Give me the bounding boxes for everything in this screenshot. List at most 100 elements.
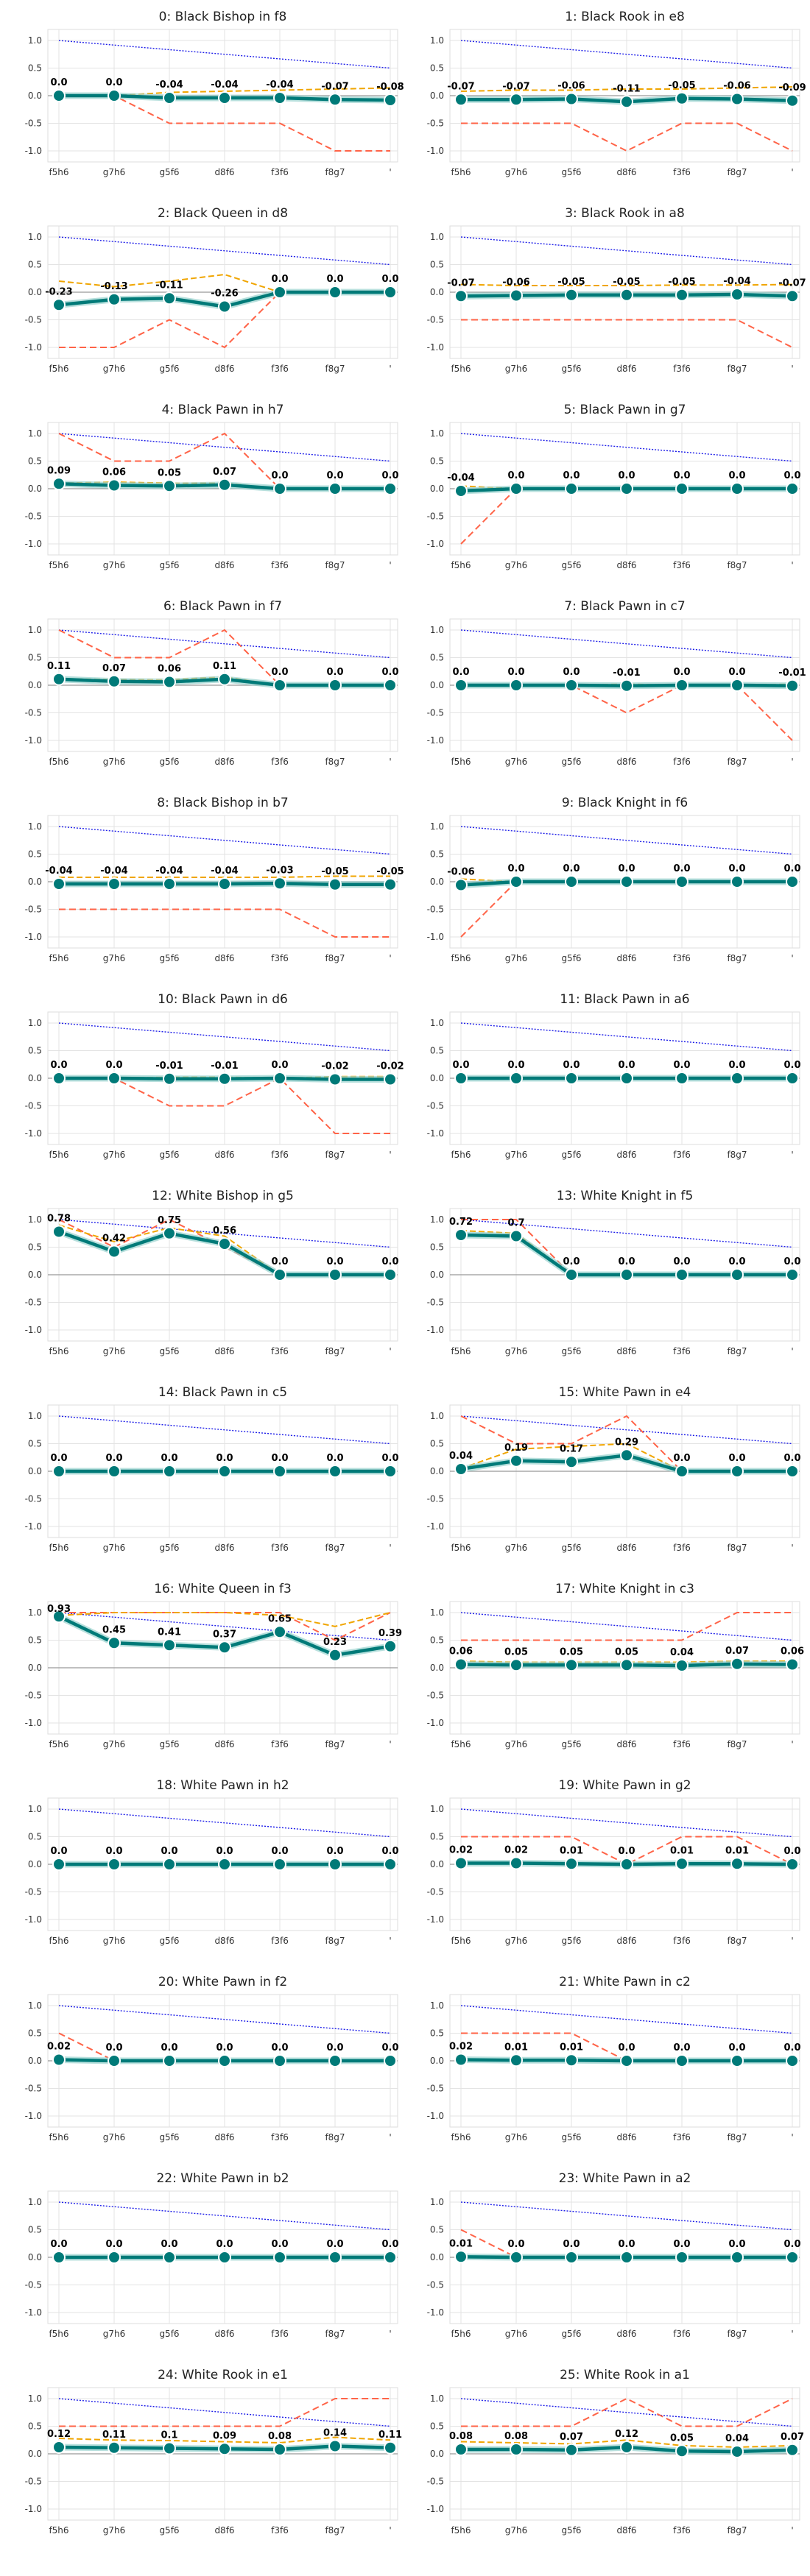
data-point	[108, 292, 121, 306]
data-label: 0.0	[728, 667, 745, 678]
data-label: 0.01	[504, 2042, 528, 2053]
x-tick-label: g7h6	[103, 167, 126, 177]
x-tick-label: f5h6	[49, 757, 68, 767]
data-label: 0.0	[618, 1060, 635, 1071]
y-tick-label: 0.5	[28, 2421, 42, 2432]
x-tick-label: f8g7	[727, 757, 747, 767]
data-point	[108, 1858, 121, 1871]
data-label: 0.1	[161, 2430, 177, 2441]
data-label: 0.37	[213, 1629, 236, 1640]
y-tick-label: 1.0	[430, 35, 444, 46]
data-point	[163, 479, 176, 493]
x-tick-label: f3f6	[673, 953, 691, 963]
data-label: -0.06	[723, 81, 750, 92]
x-tick-label: f5h6	[451, 2132, 471, 2142]
y-tick-label: 0.0	[28, 91, 42, 101]
data-label: 0.05	[670, 2432, 694, 2444]
x-tick-label: f5h6	[451, 364, 471, 374]
y-tick-label: 0.5	[28, 260, 42, 270]
data-point	[273, 482, 286, 495]
y-tick-label: 0.5	[28, 456, 42, 467]
data-point	[273, 1465, 286, 1478]
data-point	[273, 1072, 286, 1085]
data-label: 0.05	[158, 467, 181, 478]
gold-dashed-series	[460, 86, 793, 92]
data-label: 0.0	[326, 1453, 343, 1464]
y-tick-label: 1.0	[430, 625, 444, 635]
x-tick-label: d8f6	[616, 560, 636, 570]
y-tick-label: 1.0	[430, 2000, 444, 2011]
x-tick-label: g7h6	[505, 2132, 528, 2142]
panel-25: 25: White Rook in a1 1.0 0.5 0.0 -0.5 -1.0 f5h…	[427, 2368, 804, 2536]
panel-title: 3: Black Rook in a8	[565, 206, 685, 221]
data-label: 0.0	[618, 863, 635, 874]
reference-diagonal	[58, 826, 391, 855]
data-label: 0.0	[161, 2239, 177, 2250]
data-label: 0.0	[507, 1060, 524, 1071]
x-tick-label: f5h6	[49, 364, 68, 374]
y-tick-label: 1.0	[28, 821, 42, 832]
x-tick-label: f5h6	[49, 1150, 68, 1160]
data-point	[273, 679, 286, 692]
data-point	[218, 478, 231, 492]
data-label: 0.0	[673, 2042, 690, 2053]
x-tick-label: d8f6	[616, 2329, 636, 2339]
data-point	[108, 1245, 121, 1259]
data-label: 0.09	[213, 2430, 236, 2441]
data-label: 0.72	[449, 1217, 473, 1228]
data-label: -0.07	[778, 277, 806, 289]
data-point	[786, 1465, 799, 1478]
data-label: 0.0	[271, 667, 288, 678]
data-label: 0.0	[563, 1256, 580, 1267]
data-label: -0.04	[211, 866, 238, 877]
gold-dashed-series	[58, 2436, 391, 2444]
x-tick-label: f3f6	[271, 1936, 289, 1946]
data-point	[52, 2441, 66, 2454]
y-tick-label: -1.0	[25, 1914, 42, 1925]
y-tick-label: -0.5	[427, 512, 444, 522]
data-label: -0.04	[447, 473, 474, 484]
data-point	[218, 2442, 231, 2456]
data-label: 0.0	[271, 1256, 288, 1267]
x-tick-label: g7h6	[103, 757, 126, 767]
data-label: 0.01	[725, 1845, 749, 1856]
data-label: 0.0	[452, 667, 469, 678]
data-label: 0.07	[213, 467, 236, 478]
panel-5: 5: Black Pawn in g7 1.0 0.5 0.0 -0.5 -1.0 f5h6…	[427, 403, 801, 570]
y-tick-label: -1.0	[427, 1128, 444, 1139]
data-point	[52, 298, 66, 312]
x-tick-label: d8f6	[616, 1543, 636, 1553]
reference-diagonal	[58, 2005, 391, 2034]
panel-17: 17: White Knight in c3 1.0 0.5 0.0 -0.5 -1.0 f…	[427, 1582, 804, 1749]
data-label: 0.0	[618, 470, 635, 481]
panel-16: 16: White Queen in f3 1.0 0.5 0.0 -0.5 -1.0 f5…	[25, 1582, 402, 1749]
x-tick-label: d8f6	[214, 1346, 234, 1356]
x-tick-label: g7h6	[103, 1543, 126, 1553]
y-tick-label: 1.0	[430, 821, 444, 832]
y-tick-label: -0.5	[427, 708, 444, 718]
y-tick-label: 0.5	[430, 2421, 444, 2432]
data-point	[273, 2443, 286, 2456]
reference-diagonal	[460, 2398, 793, 2427]
data-label: 0.0	[783, 1256, 800, 1267]
data-label: 0.11	[102, 2430, 126, 2441]
data-point	[108, 1465, 121, 1478]
x-tick-label: '	[791, 757, 793, 767]
data-point	[510, 2053, 523, 2067]
data-label: -0.05	[557, 277, 585, 288]
data-label: -0.06	[557, 81, 585, 92]
x-tick-label: f8g7	[325, 167, 345, 177]
data-point	[620, 482, 633, 495]
y-tick-label: 0.5	[28, 2028, 42, 2039]
y-tick-label: 0.0	[430, 287, 444, 297]
y-tick-label: -0.5	[25, 1691, 42, 1701]
x-tick-label: d8f6	[616, 757, 636, 767]
data-label: 0.0	[105, 1453, 122, 1464]
data-point	[730, 1857, 744, 1871]
data-label: -0.07	[321, 81, 348, 92]
data-point	[163, 291, 176, 305]
data-point	[273, 877, 286, 891]
data-point	[620, 2441, 633, 2454]
data-label: 0.04	[449, 1451, 473, 1462]
data-label: 0.0	[105, 2239, 122, 2250]
